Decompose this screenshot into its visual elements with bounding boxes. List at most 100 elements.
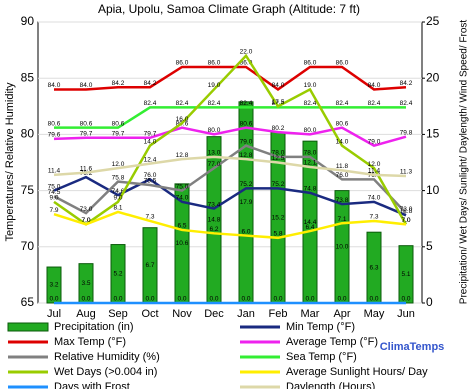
value-label: 0.0 bbox=[337, 296, 346, 303]
value-label: 82.4 bbox=[144, 100, 157, 107]
x-tick-label: Apr bbox=[333, 308, 350, 320]
value-label: 82.4 bbox=[304, 100, 317, 107]
x-tick-label: May bbox=[364, 308, 385, 320]
legend-label: Average Temp (°F) bbox=[286, 336, 378, 348]
y-tick-label: 75 bbox=[21, 183, 35, 197]
value-label: 9.0 bbox=[113, 195, 122, 202]
y2-tick-label: 20 bbox=[426, 70, 440, 84]
value-label: 0.0 bbox=[369, 296, 378, 303]
y2-tick-label: 5 bbox=[426, 239, 433, 253]
x-tick-label: Jul bbox=[47, 308, 61, 320]
value-label: 8.1 bbox=[113, 205, 122, 212]
x-tick-label: Mar bbox=[301, 308, 320, 320]
value-label: 74.6 bbox=[112, 188, 125, 195]
value-label: 17.9 bbox=[240, 199, 253, 206]
value-label: 12.0 bbox=[112, 161, 125, 168]
value-label: 82.4 bbox=[272, 100, 285, 107]
value-label: 79.8 bbox=[400, 129, 413, 136]
value-label: 0.0 bbox=[209, 296, 218, 303]
value-label: 0.0 bbox=[273, 296, 282, 303]
value-label: 84.0 bbox=[80, 82, 93, 89]
y-axis-title: Temperatures/ Relative Humidity bbox=[4, 82, 16, 241]
value-label: 80.6 bbox=[112, 120, 125, 127]
value-label: 77.0 bbox=[208, 161, 221, 168]
line bbox=[53, 155, 407, 178]
value-label: 15.2 bbox=[272, 214, 285, 221]
value-label: 7.0 bbox=[81, 217, 90, 224]
legend-label: Min Temp (°F) bbox=[286, 321, 355, 333]
value-label: 80.6 bbox=[336, 120, 349, 127]
value-label: 74.0 bbox=[176, 195, 189, 202]
value-label: 5.8 bbox=[273, 231, 282, 238]
value-label: 11.4 bbox=[48, 168, 61, 175]
line bbox=[53, 175, 407, 217]
value-label: 7.0 bbox=[81, 217, 90, 224]
value-label: 84.2 bbox=[144, 80, 157, 87]
value-label: 12.8 bbox=[240, 152, 253, 159]
value-label: 3.2 bbox=[49, 282, 58, 289]
value-label: 73.0 bbox=[400, 206, 413, 213]
value-label: 19.0 bbox=[208, 82, 221, 89]
value-label: 84.0 bbox=[368, 82, 381, 89]
value-label: 79.0 bbox=[240, 138, 253, 145]
value-label: 0.0 bbox=[145, 296, 154, 303]
line bbox=[53, 210, 407, 240]
value-label: 7.1 bbox=[337, 216, 346, 223]
value-label: 11.6 bbox=[80, 165, 93, 172]
value-label: 0.0 bbox=[113, 296, 122, 303]
value-label: 76.0 bbox=[336, 172, 349, 179]
value-label: 7.3 bbox=[369, 214, 378, 221]
value-label: 9.0 bbox=[49, 195, 58, 202]
x-tick-label: Dec bbox=[204, 308, 224, 320]
value-label: 6.7 bbox=[145, 262, 154, 269]
value-label: 3.5 bbox=[81, 280, 90, 287]
y2-tick-label: 0 bbox=[426, 295, 433, 309]
x-tick-label: Feb bbox=[269, 308, 288, 320]
value-label: 7.3 bbox=[145, 214, 154, 221]
y2-tick-label: 25 bbox=[426, 14, 440, 28]
value-label: 82.4 bbox=[368, 100, 381, 107]
value-label: 82.4 bbox=[208, 100, 221, 107]
value-label: 75.0 bbox=[176, 183, 189, 190]
value-label: 75.8 bbox=[112, 174, 125, 181]
value-label: 75.5 bbox=[144, 178, 157, 185]
value-label: 80.0 bbox=[208, 127, 221, 134]
value-label: 12.5 bbox=[272, 155, 285, 162]
value-label: 82.4 bbox=[400, 100, 413, 107]
value-label: 86.0 bbox=[176, 60, 189, 67]
value-label: 17.5 bbox=[272, 99, 285, 106]
value-label: 75.2 bbox=[272, 181, 285, 188]
value-label: 6.4 bbox=[305, 224, 314, 231]
legend-label: Relative Humidity (%) bbox=[54, 351, 160, 363]
value-label: 82.4 bbox=[240, 100, 253, 107]
value-label: 0.0 bbox=[401, 296, 410, 303]
y-tick-label: 80 bbox=[21, 127, 35, 141]
value-label: 7.0 bbox=[401, 217, 410, 224]
line bbox=[54, 65, 407, 91]
y-tick-label: 85 bbox=[21, 70, 35, 84]
value-label: 7.0 bbox=[401, 217, 410, 224]
y-tick-label: 90 bbox=[21, 14, 35, 28]
value-label: 0.0 bbox=[305, 296, 314, 303]
y-tick-label: 65 bbox=[21, 295, 35, 309]
value-label: 0.0 bbox=[241, 296, 250, 303]
value-label: 74.5 bbox=[48, 189, 61, 196]
x-tick-label: Jun bbox=[397, 308, 415, 320]
value-label: 82.4 bbox=[176, 100, 189, 107]
value-label: 11.8 bbox=[336, 163, 349, 170]
value-label: 6.5 bbox=[177, 223, 186, 230]
value-label: 82.4 bbox=[336, 100, 349, 107]
value-label: 76.0 bbox=[144, 172, 157, 179]
value-label: 73.0 bbox=[80, 206, 93, 213]
line bbox=[54, 106, 406, 129]
value-label: 78.0 bbox=[272, 150, 285, 157]
brand: ClimaTemps bbox=[380, 341, 445, 353]
x-tick-label: Sep bbox=[108, 308, 128, 320]
value-label: 80.6 bbox=[240, 120, 253, 127]
value-label: 12.1 bbox=[304, 160, 317, 167]
value-label: 84.2 bbox=[400, 80, 413, 87]
value-label: 22.0 bbox=[240, 48, 253, 55]
value-label: 75.0 bbox=[48, 183, 61, 190]
value-label: 84.2 bbox=[112, 80, 125, 87]
value-label: 79.7 bbox=[80, 130, 93, 137]
